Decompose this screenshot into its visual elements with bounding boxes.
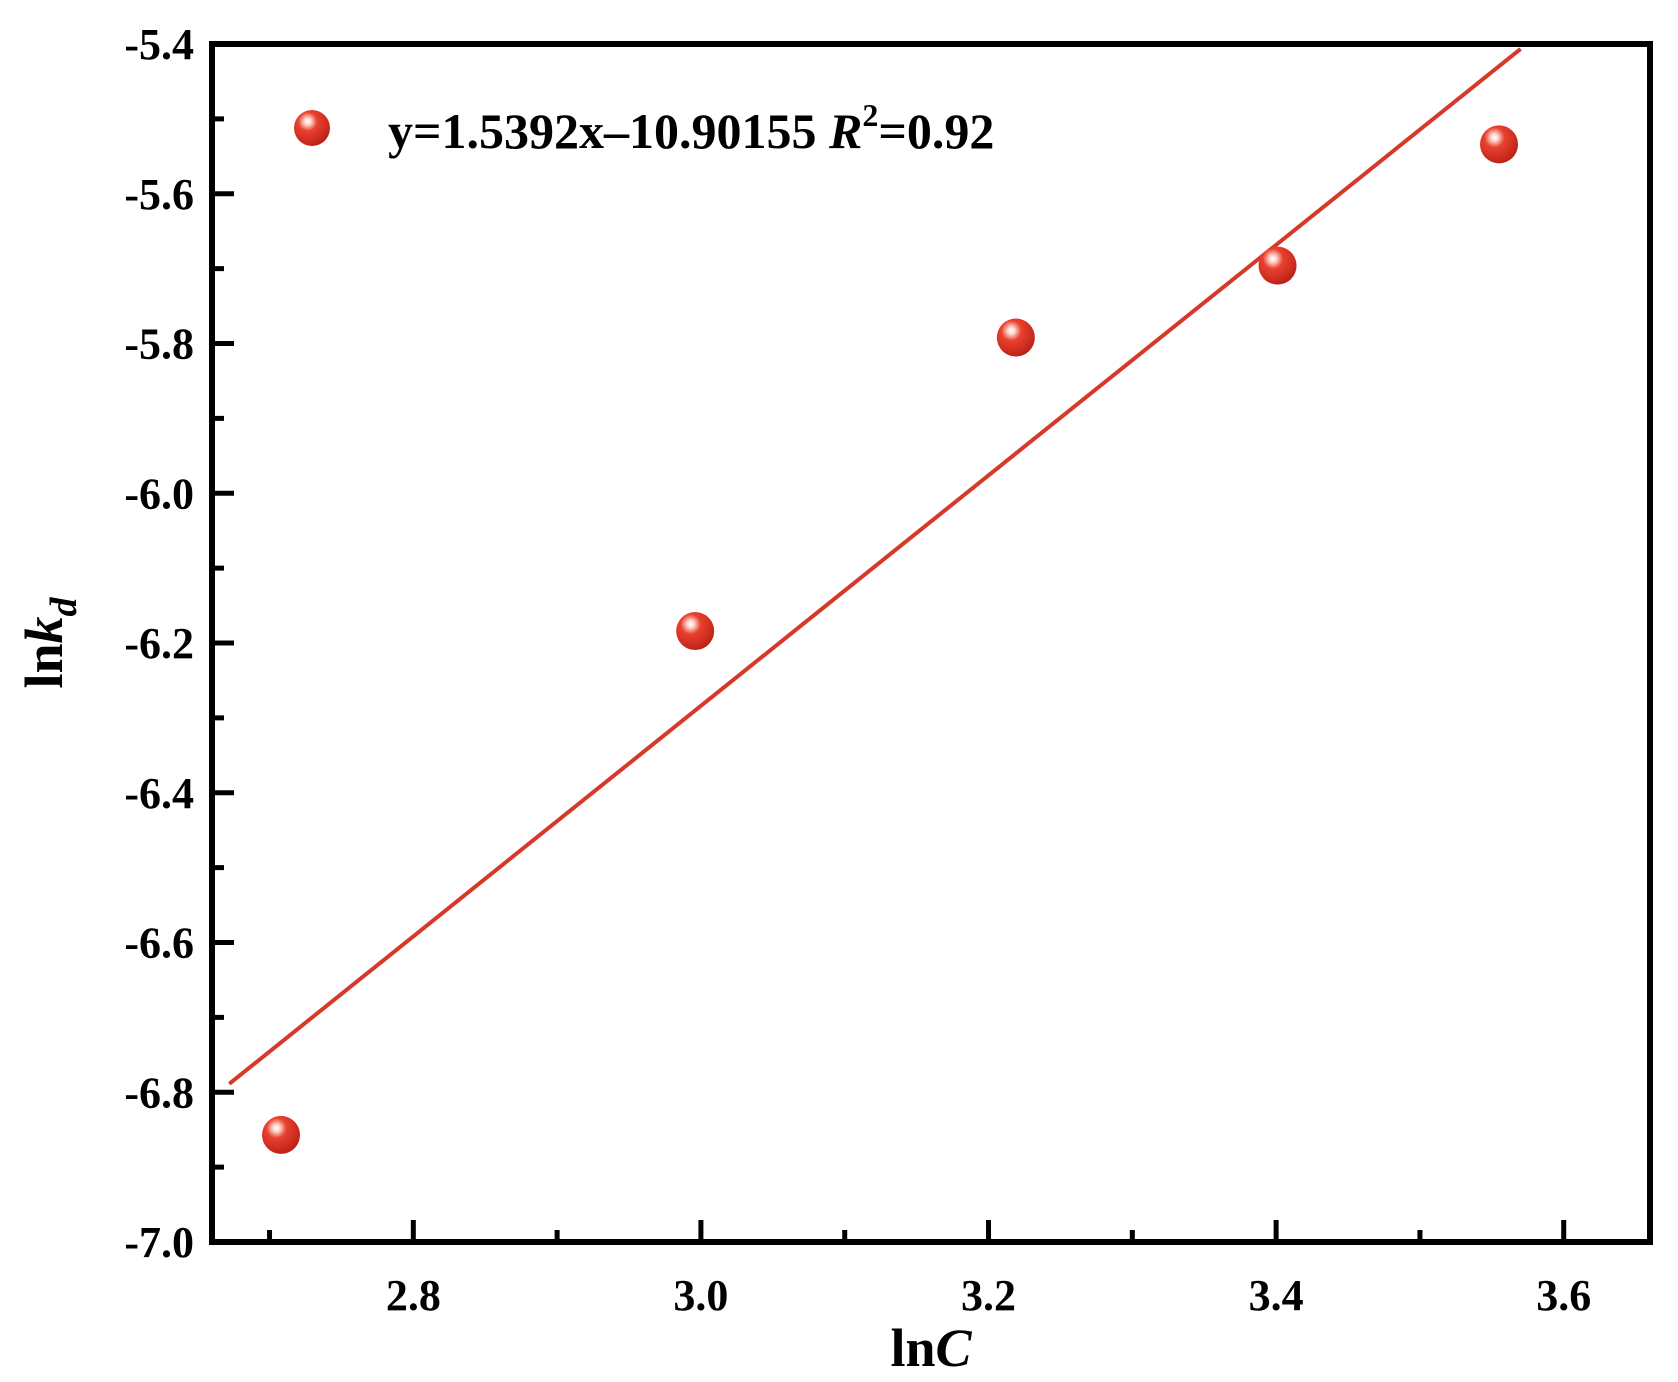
x-axis-title-var: C xyxy=(936,1318,973,1378)
data-point xyxy=(1258,246,1297,285)
legend-equation: y=1.5392x–10.90155 xyxy=(388,103,829,159)
data-point xyxy=(262,1115,301,1154)
legend-marker xyxy=(294,110,330,146)
y-tick-label: -7.0 xyxy=(124,1218,194,1267)
y-axis-title-var: k xyxy=(14,616,74,643)
y-tick-label: -5.8 xyxy=(124,320,194,369)
y-axis-title-sub: d xyxy=(43,596,85,616)
minor-ticks xyxy=(212,116,1423,1242)
y-tick-label: -5.4 xyxy=(124,20,194,69)
y-tick-label: -6.0 xyxy=(124,469,194,518)
y-tick-label: -6.8 xyxy=(124,1068,194,1117)
x-tick-label: 3.0 xyxy=(673,1271,728,1320)
plot-frame xyxy=(209,41,1653,1245)
x-tick-label: 3.4 xyxy=(1249,1271,1304,1320)
y-tick-label: -6.6 xyxy=(124,919,194,968)
major-ticks xyxy=(212,41,1567,1245)
data-point xyxy=(1480,125,1519,164)
data-point xyxy=(676,612,715,651)
x-tick-label: 3.6 xyxy=(1536,1271,1591,1320)
fit-line-layer xyxy=(228,47,1522,1086)
legend-label: y=1.5392x–10.90155 R2=0.92 xyxy=(388,97,994,159)
x-tick-label: 2.8 xyxy=(386,1271,441,1320)
y-tick-label: -6.4 xyxy=(124,769,194,818)
x-axis-title: lnC xyxy=(890,1318,972,1378)
legend: y=1.5392x–10.90155 R2=0.92 xyxy=(294,97,994,159)
y-axis-title-main: ln xyxy=(14,643,74,688)
tick-labels: 2.8 3.0 3.2 3.4 3.6 -7.0 -6.8 -6.6 -6.4 -6.2 -6.0 -… xyxy=(124,20,1591,1320)
legend-r-symbol: R xyxy=(828,103,862,159)
y-tick-label: -5.6 xyxy=(124,170,194,219)
y-tick-label: -6.2 xyxy=(124,619,194,668)
fit-line xyxy=(228,47,1522,1086)
x-axis-title-main: ln xyxy=(890,1318,935,1378)
y-axis-title: lnkd xyxy=(14,596,85,688)
data-points xyxy=(262,125,1519,1154)
legend-r-exponent: 2 xyxy=(862,97,878,133)
x-tick-label: 3.2 xyxy=(961,1271,1016,1320)
data-point xyxy=(996,318,1035,357)
legend-r-value: =0.92 xyxy=(878,103,994,159)
